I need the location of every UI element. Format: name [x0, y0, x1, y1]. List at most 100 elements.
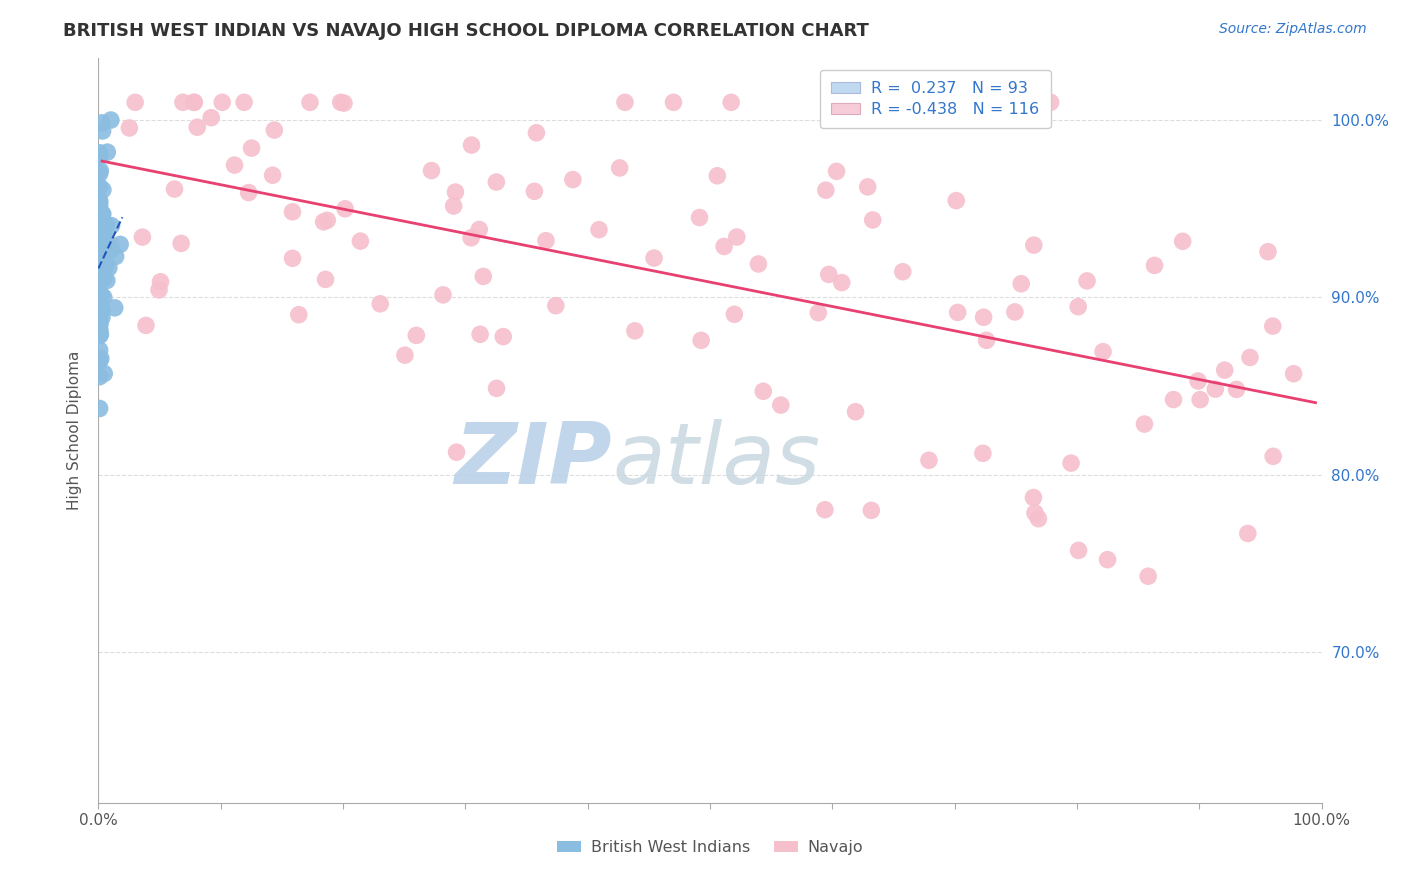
Point — [614, 95, 637, 110]
Point — [89, 237, 111, 252]
Point — [94, 232, 117, 246]
Point — [1137, 569, 1160, 583]
Point — [89, 229, 111, 244]
Point — [485, 175, 508, 189]
Point — [609, 161, 631, 175]
Point — [89, 343, 111, 357]
Point — [1022, 238, 1045, 252]
Point — [89, 213, 111, 227]
Point — [1024, 506, 1046, 520]
Point — [807, 306, 830, 320]
Point — [817, 268, 839, 282]
Point — [89, 217, 111, 231]
Point — [211, 95, 233, 110]
Point — [747, 257, 769, 271]
Point — [89, 149, 111, 163]
Point — [89, 274, 111, 288]
Point — [643, 251, 665, 265]
Point — [281, 204, 304, 219]
Point — [690, 334, 713, 348]
Point — [89, 264, 111, 278]
Point — [312, 215, 335, 229]
Point — [89, 290, 111, 304]
Point — [316, 213, 339, 227]
Point — [224, 158, 246, 172]
Point — [96, 218, 118, 232]
Point — [89, 317, 111, 331]
Point — [1133, 417, 1156, 431]
Point — [973, 310, 995, 325]
Point — [89, 213, 111, 227]
Point — [485, 381, 508, 395]
Point — [89, 247, 111, 261]
Point — [523, 184, 546, 198]
Point — [89, 224, 111, 238]
Point — [97, 260, 120, 275]
Point — [90, 290, 112, 304]
Point — [723, 307, 745, 321]
Point — [860, 503, 883, 517]
Point — [131, 230, 153, 244]
Point — [689, 211, 711, 225]
Point — [298, 95, 321, 110]
Point — [443, 199, 465, 213]
Point — [1204, 382, 1226, 396]
Point — [263, 123, 285, 137]
Point — [89, 262, 111, 277]
Point — [89, 232, 111, 246]
Point — [89, 167, 111, 181]
Point — [1225, 383, 1247, 397]
Point — [89, 220, 111, 235]
Point — [91, 310, 114, 325]
Point — [814, 502, 837, 516]
Point — [89, 227, 111, 241]
Point — [91, 124, 114, 138]
Point — [1097, 552, 1119, 566]
Point — [1257, 244, 1279, 259]
Point — [1189, 392, 1212, 407]
Point — [1261, 319, 1284, 334]
Point — [769, 398, 792, 412]
Point — [93, 290, 115, 304]
Point — [89, 194, 111, 208]
Point — [89, 237, 111, 252]
Point — [94, 246, 117, 260]
Point — [588, 223, 610, 237]
Point — [233, 95, 256, 110]
Point — [89, 286, 111, 301]
Point — [706, 169, 728, 183]
Point — [90, 351, 112, 366]
Point — [281, 252, 304, 266]
Point — [90, 116, 112, 130]
Point — [333, 96, 356, 111]
Point — [91, 183, 114, 197]
Point — [1092, 344, 1115, 359]
Point — [89, 145, 111, 160]
Point — [89, 263, 111, 277]
Point — [89, 236, 111, 251]
Point — [262, 168, 284, 182]
Y-axis label: High School Diploma: High School Diploma — [66, 351, 82, 510]
Point — [89, 328, 111, 343]
Point — [1067, 543, 1090, 558]
Point — [89, 401, 111, 416]
Point — [89, 238, 111, 252]
Point — [460, 138, 482, 153]
Point — [544, 299, 567, 313]
Point — [844, 405, 866, 419]
Point — [1282, 367, 1305, 381]
Point — [624, 324, 647, 338]
Point — [91, 207, 114, 221]
Point — [100, 237, 122, 252]
Point — [333, 202, 356, 216]
Point — [89, 262, 111, 277]
Point — [89, 258, 111, 272]
Point — [89, 255, 111, 269]
Point — [89, 318, 111, 332]
Point — [89, 199, 111, 213]
Point — [148, 283, 170, 297]
Point — [89, 289, 111, 303]
Point — [89, 163, 111, 178]
Point — [420, 163, 443, 178]
Point — [118, 120, 141, 135]
